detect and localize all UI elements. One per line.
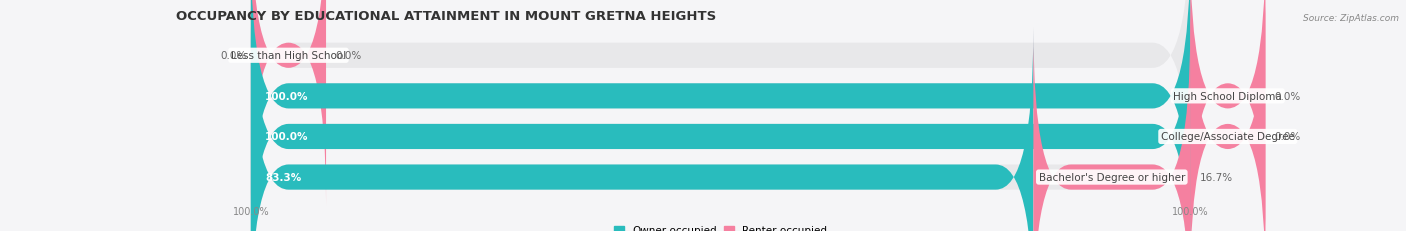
Text: 83.3%: 83.3%: [264, 172, 301, 182]
FancyBboxPatch shape: [250, 28, 1191, 231]
FancyBboxPatch shape: [250, 0, 1191, 231]
FancyBboxPatch shape: [250, 0, 326, 205]
Text: 0.0%: 0.0%: [1275, 132, 1301, 142]
Text: OCCUPANCY BY EDUCATIONAL ATTAINMENT IN MOUNT GRETNA HEIGHTS: OCCUPANCY BY EDUCATIONAL ATTAINMENT IN M…: [176, 9, 716, 22]
Text: 100.0%: 100.0%: [232, 207, 269, 216]
FancyBboxPatch shape: [250, 0, 1191, 231]
Text: Source: ZipAtlas.com: Source: ZipAtlas.com: [1303, 14, 1399, 23]
Legend: Owner-occupied, Renter-occupied: Owner-occupied, Renter-occupied: [610, 221, 831, 231]
FancyBboxPatch shape: [250, 0, 1191, 205]
FancyBboxPatch shape: [1033, 28, 1191, 231]
Text: 100.0%: 100.0%: [264, 91, 308, 101]
Text: 0.0%: 0.0%: [336, 51, 361, 61]
Text: 100.0%: 100.0%: [1173, 207, 1209, 216]
Text: College/Associate Degree: College/Associate Degree: [1161, 132, 1295, 142]
Text: 100.0%: 100.0%: [264, 132, 308, 142]
Text: High School Diploma: High School Diploma: [1174, 91, 1282, 101]
Text: 0.0%: 0.0%: [219, 51, 246, 61]
FancyBboxPatch shape: [1191, 0, 1265, 231]
FancyBboxPatch shape: [250, 0, 1191, 231]
Text: Less than High School: Less than High School: [231, 51, 346, 61]
Text: Bachelor's Degree or higher: Bachelor's Degree or higher: [1039, 172, 1185, 182]
FancyBboxPatch shape: [250, 28, 1033, 231]
Text: 0.0%: 0.0%: [1275, 91, 1301, 101]
FancyBboxPatch shape: [1191, 0, 1265, 231]
FancyBboxPatch shape: [250, 0, 1191, 231]
Text: 16.7%: 16.7%: [1199, 172, 1233, 182]
